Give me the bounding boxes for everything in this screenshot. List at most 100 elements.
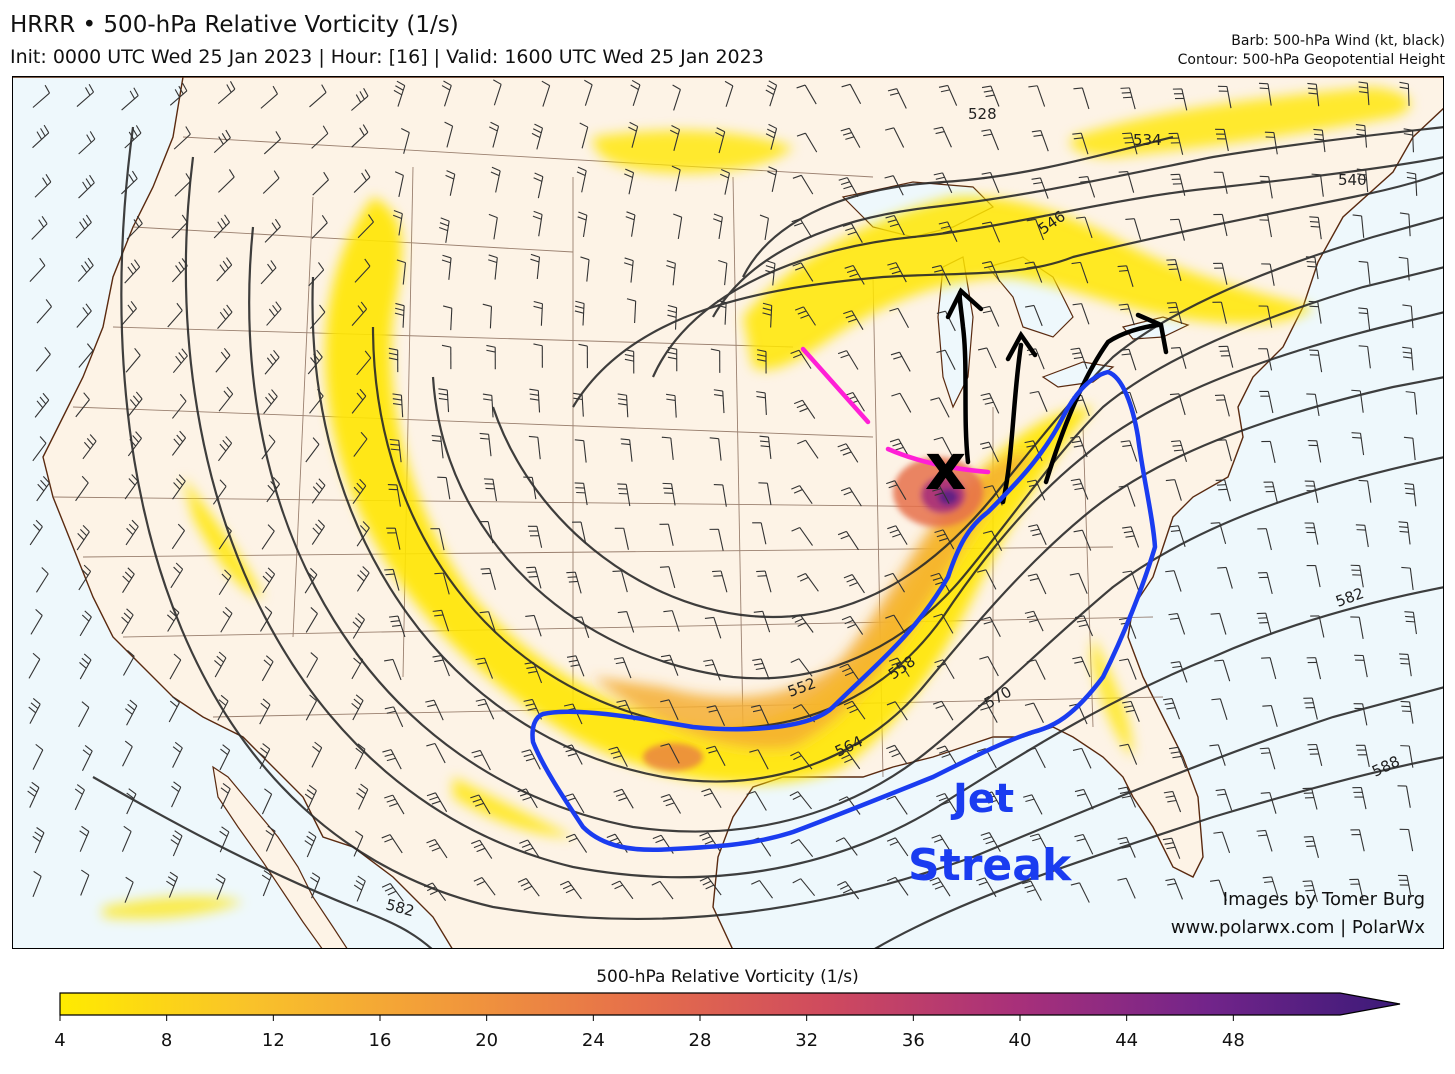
wind-barb: [121, 300, 137, 326]
wind-barb: [431, 435, 444, 459]
wind-barb: [1306, 393, 1320, 417]
wind-barb: [790, 839, 814, 858]
wind-barb: [759, 435, 772, 459]
wind-barb: [1261, 263, 1275, 286]
wind-barb: [1074, 788, 1094, 810]
contour-label: 540: [1338, 171, 1367, 189]
wind-barb: [612, 570, 628, 593]
wind-barb: [171, 393, 187, 419]
wind-barb: [1218, 345, 1234, 368]
wind-barb: [1355, 524, 1369, 548]
wind-barb: [669, 125, 681, 151]
wind-barb: [712, 570, 728, 593]
wind-barb: [885, 214, 905, 236]
wind-barb: [837, 350, 859, 370]
wind-barb: [530, 253, 541, 280]
wind-barb: [265, 825, 276, 852]
colorbar-tick-label: 12: [261, 1030, 285, 1051]
wind-barb: [426, 742, 446, 764]
wind-barb: [930, 397, 950, 418]
wind-barb: [841, 83, 862, 104]
wind-barb: [1311, 173, 1324, 197]
wind-barb: [266, 477, 281, 503]
wind-barb: [387, 483, 401, 507]
wind-barb: [1358, 479, 1372, 503]
wind-barb: [386, 527, 401, 550]
wind-barb: [220, 782, 231, 809]
wind-barb: [76, 524, 90, 551]
wind-barb: [663, 610, 680, 632]
wind-barb: [121, 170, 138, 195]
wind-barb: [890, 351, 911, 372]
wind-barb: [887, 262, 907, 283]
wind-barb: [125, 519, 139, 546]
wind-barb: [613, 788, 634, 809]
wind-barb: [36, 299, 52, 324]
wind-barb: [261, 524, 275, 550]
colorbar-tick-label: 4: [54, 1030, 66, 1051]
wind-barb: [1213, 831, 1231, 854]
wind-barb: [352, 478, 367, 505]
wind-barb: [1074, 615, 1094, 637]
wind-barb: [981, 129, 1000, 151]
wind-barb: [262, 567, 276, 594]
wind-barb: [384, 794, 405, 815]
credit-line2[interactable]: www.polarwx.com | PolarWx: [1170, 917, 1425, 938]
wind-barb: [1304, 480, 1319, 503]
wind-barb: [442, 305, 453, 331]
wind-barb: [309, 84, 327, 108]
wind-barb: [1211, 698, 1228, 720]
wind-barb: [580, 256, 590, 282]
wind-barb: [1257, 572, 1273, 595]
wind-barb: [32, 743, 44, 770]
wind-barb: [1355, 744, 1370, 768]
wind-barb: [122, 567, 135, 593]
wind-barb: [483, 478, 498, 502]
wind-barb: [1117, 265, 1134, 287]
wind-barb: [1120, 87, 1136, 110]
wind-barb: [82, 434, 97, 460]
wind-barb: [79, 610, 92, 637]
wind-barb: [613, 657, 632, 679]
wind-barb: [171, 214, 188, 239]
wind-barb: [659, 523, 674, 546]
wind-barb: [171, 258, 188, 283]
wind-barb: [746, 790, 767, 811]
wind-barb: [837, 530, 859, 551]
jet-streak-outline: [530, 369, 1158, 853]
wind-barb: [977, 569, 997, 590]
wind-barb: [32, 124, 50, 149]
wind-barb: [36, 475, 50, 502]
wind-barb: [533, 300, 544, 326]
wind-barb: [1398, 521, 1411, 545]
wind-barb: [630, 79, 641, 106]
wind-barb: [982, 261, 1001, 282]
state-borders: [52, 136, 1164, 778]
wind-barb: [887, 88, 907, 109]
colorbar-gradient: [59, 992, 1401, 1016]
wind-barb: [79, 653, 92, 680]
wind-barb: [750, 704, 770, 726]
contour-label: 528: [968, 105, 997, 123]
wind-barb: [709, 528, 724, 551]
wind-barb: [724, 80, 734, 107]
wind-barb: [933, 126, 952, 148]
contour-label: 534: [1133, 131, 1162, 149]
wind-barb: [1258, 82, 1272, 106]
wind-barb: [1405, 391, 1418, 415]
wind-barb: [32, 827, 45, 854]
wind-barb: [835, 837, 858, 856]
wind-barb: [356, 521, 370, 547]
wind-barb: [1171, 440, 1188, 462]
wind-barb: [1353, 703, 1368, 726]
wind-barb: [121, 825, 132, 852]
wind-barb: [717, 299, 727, 325]
wind-barb: [660, 743, 680, 764]
wind-barb: [704, 616, 722, 639]
wind-barb: [126, 215, 143, 240]
wind-barb: [936, 349, 956, 371]
wind-barb: [842, 223, 863, 243]
wind-barb: [216, 257, 233, 282]
wind-barb: [305, 607, 318, 633]
wind-barb: [1213, 171, 1228, 194]
